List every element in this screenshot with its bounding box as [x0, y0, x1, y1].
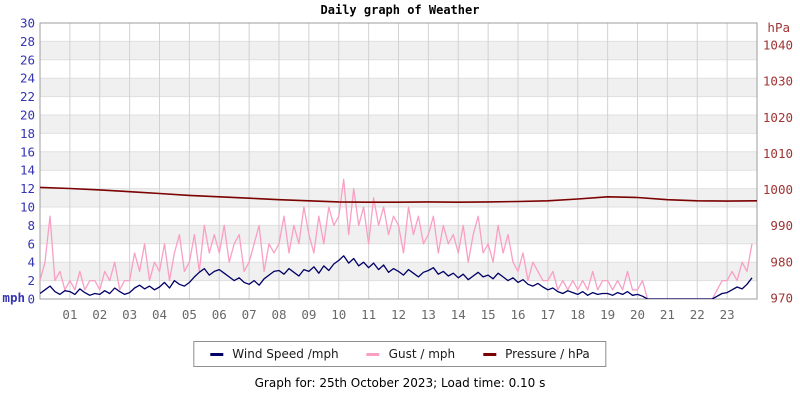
left-axis-tick: 2: [27, 273, 35, 288]
x-axis-tick: 23: [720, 307, 735, 322]
x-axis-tick: 06: [212, 307, 227, 322]
legend-item-gust: Gust / mph: [366, 347, 456, 361]
legend-label-pressure: Pressure / hPa: [505, 347, 590, 361]
plot-border: [39, 22, 758, 300]
left-axis-tick: 12: [20, 181, 35, 196]
left-axis-tick: 8: [27, 218, 35, 233]
x-axis-tick: 16: [510, 307, 525, 322]
x-axis-tick: 13: [421, 307, 436, 322]
left-axis-tick: 26: [20, 52, 35, 67]
legend-label-gust: Gust / mph: [388, 347, 456, 361]
right-axis-unit-label: hPa: [767, 20, 790, 35]
x-axis-tick: 09: [301, 307, 316, 322]
x-axis-tick: 05: [182, 307, 197, 322]
right-axis-tick: 1030: [763, 74, 793, 89]
left-axis-tick: 4: [27, 255, 35, 270]
x-axis-tick: 18: [570, 307, 585, 322]
x-axis-tick: 04: [152, 307, 167, 322]
chart-title: Daily graph of Weather: [320, 3, 480, 17]
series-line-wind-speed: [40, 255, 753, 299]
chart-legend: Wind Speed /mph Gust / mph Pressure / hP…: [193, 341, 607, 367]
series-line-gust: [40, 178, 753, 299]
right-axis-tick: 1020: [763, 110, 793, 125]
x-axis-tick: 17: [540, 307, 555, 322]
left-axis-tick: 20: [20, 108, 35, 123]
left-axis-tick: 24: [20, 71, 35, 86]
x-axis-tick: 02: [92, 307, 107, 322]
left-axis-tick: 22: [20, 89, 35, 104]
x-axis-tick: 03: [122, 307, 137, 322]
graph-caption: Graph for: 25th October 2023; Load time:…: [254, 376, 546, 390]
left-axis-tick: 16: [20, 144, 35, 159]
x-axis-tick: 19: [600, 307, 615, 322]
x-axis-tick: 01: [62, 307, 77, 322]
x-axis-tick: 10: [331, 307, 346, 322]
x-axis-tick: 11: [361, 307, 376, 322]
x-axis-tick: 14: [451, 307, 466, 322]
left-axis-tick: 0: [27, 292, 35, 307]
right-axis-tick: 1010: [763, 146, 793, 161]
right-axis-tick: 1000: [763, 182, 793, 197]
x-axis-tick: 07: [242, 307, 257, 322]
left-axis-tick: 6: [27, 236, 35, 251]
x-axis-tick: 22: [690, 307, 705, 322]
right-axis-tick: 980: [770, 254, 793, 269]
x-axis-tick: 15: [481, 307, 496, 322]
legend-item-pressure: Pressure / hPa: [483, 347, 590, 361]
x-axis-tick: 12: [391, 307, 406, 322]
series-line-pressure: [40, 186, 757, 203]
x-axis-tick: 08: [271, 307, 286, 322]
left-axis-tick: 28: [20, 34, 35, 49]
left-axis-tick: 18: [20, 126, 35, 141]
right-axis-tick: 1040: [763, 38, 793, 53]
left-axis-tick: 10: [20, 200, 35, 215]
gust-series-swatch-icon: [366, 352, 380, 356]
pressure-series-swatch-icon: [483, 352, 497, 356]
right-axis-tick: 990: [770, 218, 793, 233]
left-axis-tick: 14: [20, 163, 35, 178]
x-axis-tick: 21: [660, 307, 675, 322]
legend-item-wind-speed: Wind Speed /mph: [210, 347, 339, 361]
wind-speed-series-swatch-icon: [210, 352, 224, 356]
x-axis-tick: 20: [630, 307, 645, 322]
legend-label-wind-speed: Wind Speed /mph: [232, 347, 339, 361]
left-axis-unit-label: mph: [2, 290, 25, 305]
left-axis-tick: 30: [20, 16, 35, 31]
right-axis-tick: 970: [770, 291, 793, 306]
